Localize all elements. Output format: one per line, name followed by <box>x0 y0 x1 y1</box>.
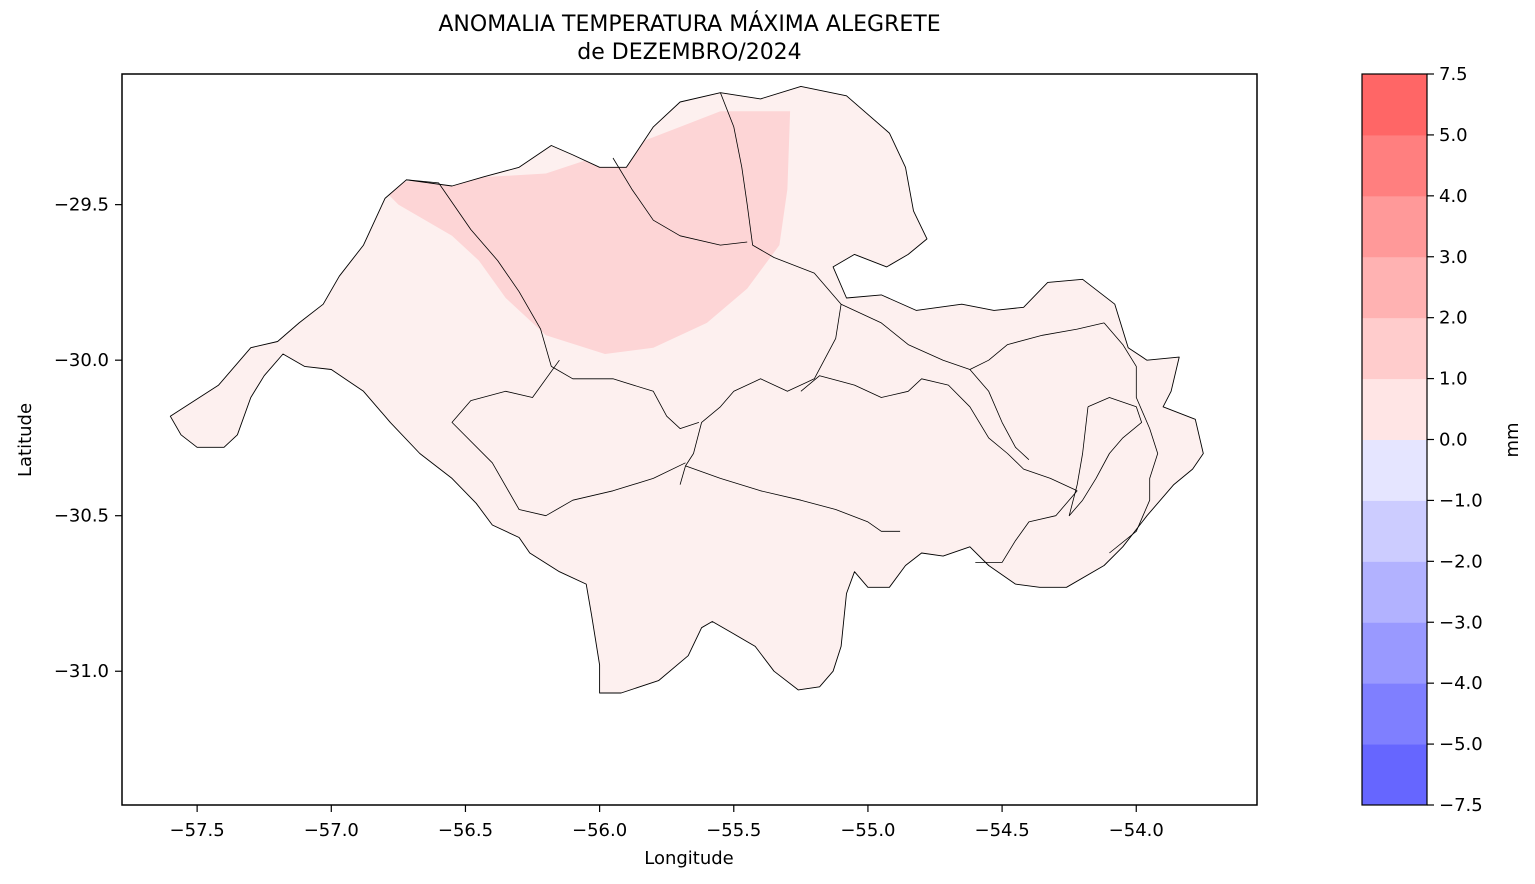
map-plot-frame <box>121 73 1258 806</box>
colorbar-tick-label: 1.0 <box>1439 369 1468 390</box>
x-tick-label: −56.5 <box>438 820 493 841</box>
municipality-border <box>406 179 700 429</box>
colorbar-segment <box>1362 683 1427 745</box>
x-tick-label: −56.0 <box>572 820 627 841</box>
x-axis-ticks: −57.5 −57.0 −56.5 −56.0 −55.5 −55.0 −54.5 −54.0 <box>170 805 1164 841</box>
colorbar-segment <box>1362 744 1427 806</box>
y-tick-label: −30.0 <box>54 350 109 371</box>
colorbar-tick-label: 3.0 <box>1439 247 1468 268</box>
colorbar-tick-label: 0.0 <box>1439 430 1468 451</box>
y-tick-label: −29.5 <box>54 195 109 216</box>
municipality-border <box>1103 322 1159 554</box>
colorbar-tick-label: 4.0 <box>1439 186 1468 207</box>
municipality-border <box>969 369 1030 460</box>
colorbar-segment <box>1362 561 1427 623</box>
x-tick-label: −54.5 <box>975 820 1030 841</box>
colorbar-segment <box>1362 256 1427 319</box>
colorbar-segment <box>1362 622 1427 684</box>
colorbar-segment <box>1362 74 1427 136</box>
colorbar-tick-label: 2.0 <box>1439 308 1468 329</box>
x-tick-label: −57.0 <box>304 820 359 841</box>
colorbar-segment <box>1362 439 1427 501</box>
municipality-border <box>800 375 1078 492</box>
y-tick-label: −31.0 <box>54 661 109 682</box>
colorbar-tick-label: −2.0 <box>1439 551 1483 572</box>
colorbar-tick-label: −7.5 <box>1439 795 1483 816</box>
anomaly-fill-hotspot <box>376 111 791 354</box>
colorbar-tick-label: −5.0 <box>1439 734 1483 755</box>
colorbar-segment <box>1362 317 1427 380</box>
colorbar-tick-label: −3.0 <box>1439 612 1483 633</box>
chart-title-line1: ANOMALIA TEMPERATURA MÁXIMA ALEGRETE <box>438 12 941 37</box>
colorbar-segment <box>1362 134 1427 197</box>
colorbar-tick-label: 7.5 <box>1439 64 1468 85</box>
y-axis-label: Latitude <box>15 403 36 477</box>
municipality-border <box>451 359 686 517</box>
municipality-border <box>840 303 1105 370</box>
colorbar-frame <box>1361 73 1428 806</box>
municipality-border <box>679 92 842 485</box>
x-tick-label: −55.0 <box>840 820 895 841</box>
x-tick-label: −54.0 <box>1109 820 1164 841</box>
municipality-border <box>685 465 901 532</box>
chart-title-line2: de DEZEMBRO/2024 <box>577 40 802 65</box>
colorbar-segment <box>1362 500 1427 562</box>
colorbar-segment <box>1362 195 1427 258</box>
x-axis-label: Longitude <box>644 848 734 869</box>
anomaly-fill-background <box>170 86 1204 693</box>
colorbar: −7.5 −5.0 −4.0 −3.0 −2.0 −1.0 0.0 1.0 2.0 3.0 4.0 5… <box>1362 64 1483 816</box>
map-layer <box>169 85 1204 694</box>
y-axis-ticks: −29.5 −30.0 −30.5 −31.0 <box>54 195 122 682</box>
y-tick-label: −30.5 <box>54 506 109 527</box>
municipality-border <box>1068 397 1142 517</box>
region-outline <box>169 85 1204 694</box>
colorbar-tick-label: 5.0 <box>1439 125 1468 146</box>
x-tick-label: −57.5 <box>170 820 225 841</box>
municipality-border <box>612 157 748 246</box>
municipality-border <box>975 490 1078 563</box>
colorbar-tick-label: −1.0 <box>1439 490 1483 511</box>
x-tick-label: −55.5 <box>706 820 761 841</box>
colorbar-unit-label: mm <box>1502 422 1523 457</box>
colorbar-segment <box>1362 378 1427 440</box>
colorbar-tick-label: −4.0 <box>1439 673 1483 694</box>
